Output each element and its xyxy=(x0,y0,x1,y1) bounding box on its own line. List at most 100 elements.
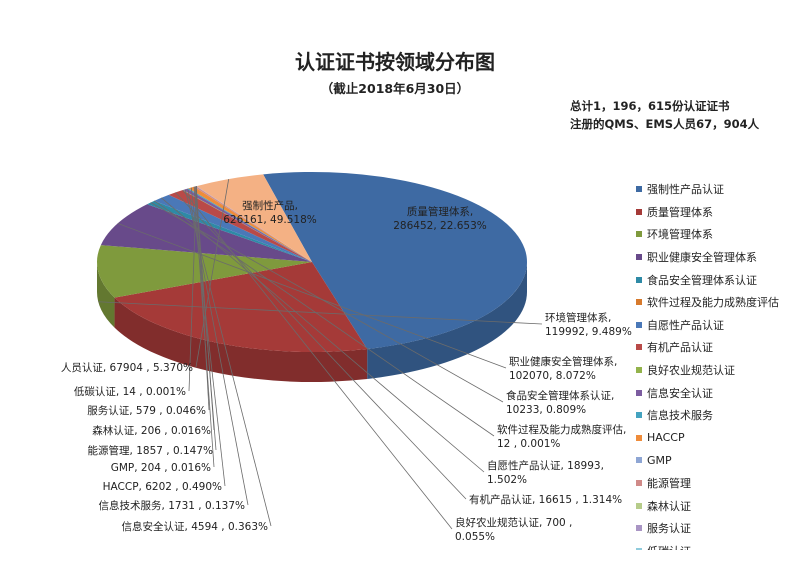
pie-slice-4 xyxy=(147,200,312,262)
pie-slice-side-0 xyxy=(367,262,527,379)
legend-item-7: 有机产品认证 xyxy=(636,336,796,359)
legend-label-3: 职业健康安全管理体系 xyxy=(647,251,757,265)
pie-slice-7 xyxy=(168,190,312,262)
chart-legend: 强制性产品认证 质量管理体系环境管理体系职业健康安全管理体系 食品安全管理体系认证软… xyxy=(636,178,796,550)
leader-line-8 xyxy=(182,189,453,530)
data-label-13: 能源管理, 1857 , 0.147% xyxy=(88,444,213,457)
pie-side-layer xyxy=(97,262,527,382)
pie-slice-side-2 xyxy=(97,262,115,328)
legend-swatch-0 xyxy=(636,186,642,193)
pie-slice-1 xyxy=(114,262,368,352)
data-label-4: 食品安全管理体系认证, 10233, 0.809% xyxy=(506,389,614,416)
data-label-9: 信息安全认证, 4594 , 0.363% xyxy=(122,520,268,533)
legend-label-0: 强制性产品认证 xyxy=(647,183,724,197)
legend-label-15: 服务认证 xyxy=(647,522,691,536)
legend-swatch-10 xyxy=(636,412,642,419)
pie-slice-3 xyxy=(100,204,312,262)
legend-item-1: 质量管理体系 xyxy=(636,201,796,224)
legend-item-10: 信息技术服务 xyxy=(636,404,796,427)
data-label-17: 人员认证, 67904 , 5.370% xyxy=(61,361,193,374)
pie-slice-8 xyxy=(182,189,312,262)
pie-slice-14 xyxy=(195,186,312,262)
legend-item-15: 服务认证 xyxy=(636,517,796,540)
legend-item-8: 良好农业规范认证 xyxy=(636,359,796,382)
leader-line-15 xyxy=(195,186,210,411)
legend-label-9: 信息安全认证 xyxy=(647,386,713,400)
leader-line-2 xyxy=(98,301,543,325)
legend-swatch-7 xyxy=(636,344,642,351)
data-label-12: GMP, 204 , 0.016% xyxy=(111,462,211,474)
data-label-11: HACCP, 6202 , 0.490% xyxy=(103,481,222,493)
legend-label-16: 低碳认证 xyxy=(647,543,691,550)
leader-line-17 xyxy=(195,178,230,368)
pie-slice-15 xyxy=(196,186,312,262)
data-label-7: 有机产品认证, 16615 , 1.314% xyxy=(469,493,622,506)
legend-swatch-4 xyxy=(636,276,642,283)
legend-item-14: 森林认证 xyxy=(636,494,796,517)
data-label-5: 软件过程及能力成熟度评估, 12 , 0.001% xyxy=(497,423,626,450)
legend-item-12: GMP xyxy=(636,449,796,472)
data-label-16: 低碳认证, 14 , 0.001% xyxy=(74,385,186,398)
legend-item-11: HACCP xyxy=(636,427,796,450)
legend-swatch-11 xyxy=(636,434,642,441)
pie-slice-11 xyxy=(188,186,312,262)
legend-swatch-16 xyxy=(636,547,642,550)
data-label-10: 信息技术服务, 1731 , 0.137% xyxy=(99,499,245,512)
legend-swatch-12 xyxy=(636,457,642,464)
legend-swatch-14 xyxy=(636,502,642,509)
legend-label-4: 食品安全管理体系认证 xyxy=(647,273,757,287)
chart-title: 认证证书按领域分布图 xyxy=(295,50,495,74)
leader-line-7 xyxy=(175,192,467,500)
legend-label-13: 能源管理 xyxy=(647,477,691,491)
legend-item-16: 低碳认证 xyxy=(636,540,796,550)
legend-swatch-13 xyxy=(636,480,642,487)
legend-swatch-3 xyxy=(636,254,642,261)
data-label-1: 质量管理体系, 286452, 22.653% xyxy=(393,205,486,232)
data-label-3: 职业健康安全管理体系, 102070, 8.072% xyxy=(509,355,617,382)
legend-label-7: 有机产品认证 xyxy=(647,341,713,355)
legend-item-4: 食品安全管理体系认证 xyxy=(636,268,796,291)
pie-top-layer xyxy=(97,171,528,352)
leader-line-3 xyxy=(117,223,507,369)
legend-label-11: HACCP xyxy=(647,431,685,445)
pie-slice-5 xyxy=(154,200,312,262)
data-label-8: 良好农业规范认证, 700 , 0.055% xyxy=(455,516,572,543)
data-label-15: 服务认证, 579 , 0.046% xyxy=(87,404,206,417)
pie-slice-0 xyxy=(263,171,528,349)
legend-swatch-6 xyxy=(636,321,642,328)
note-registered-personnel: 注册的QMS、EMS人员67，904人 xyxy=(570,117,760,131)
leader-line-6 xyxy=(161,197,485,473)
chart-subtitle: （截止2018年6月30日） xyxy=(320,81,470,96)
data-label-0: 强制性产品, 626161, 49.518% xyxy=(223,199,316,226)
legend-swatch-8 xyxy=(636,367,642,374)
legend-swatch-9 xyxy=(636,389,642,396)
leader-line-11 xyxy=(190,187,226,487)
legend-label-12: GMP xyxy=(647,453,672,467)
legend-label-1: 质量管理体系 xyxy=(647,205,713,219)
legend-label-6: 自愿性产品认证 xyxy=(647,318,724,332)
pie-slice-9 xyxy=(183,188,312,262)
pie-slice-16 xyxy=(196,186,312,262)
legend-swatch-1 xyxy=(636,208,642,215)
legend-item-0: 强制性产品认证 xyxy=(636,178,796,201)
data-label-2: 环境管理体系, 119992, 9.489% xyxy=(545,311,632,338)
legend-item-5: 软件过程及能力成熟度评估 xyxy=(636,291,796,314)
legend-item-2: 环境管理体系 xyxy=(636,223,796,246)
data-label-14: 森林认证, 206 , 0.016% xyxy=(92,424,211,437)
leader-line-16 xyxy=(188,186,197,392)
legend-label-8: 良好农业规范认证 xyxy=(647,364,735,378)
data-label-6: 自愿性产品认证, 18993, 1.502% xyxy=(487,459,604,486)
pie-slice-10 xyxy=(187,188,312,262)
legend-item-9: 信息安全认证 xyxy=(636,381,796,404)
pie-label-layer: 强制性产品, 626161, 49.518% 质量管理体系, 286452, 22.6… xyxy=(61,178,632,543)
pie-slice-side-1 xyxy=(114,297,368,382)
pie-slice-2 xyxy=(97,245,312,298)
note-total-certificates: 总计1，196，615份认证证书 xyxy=(570,99,730,113)
legend-item-6: 自愿性产品认证 xyxy=(636,314,796,337)
pie-slice-13 xyxy=(194,186,312,262)
legend-label-10: 信息技术服务 xyxy=(647,409,713,423)
legend-swatch-2 xyxy=(636,231,642,238)
legend-item-3: 职业健康安全管理体系 xyxy=(636,246,796,269)
